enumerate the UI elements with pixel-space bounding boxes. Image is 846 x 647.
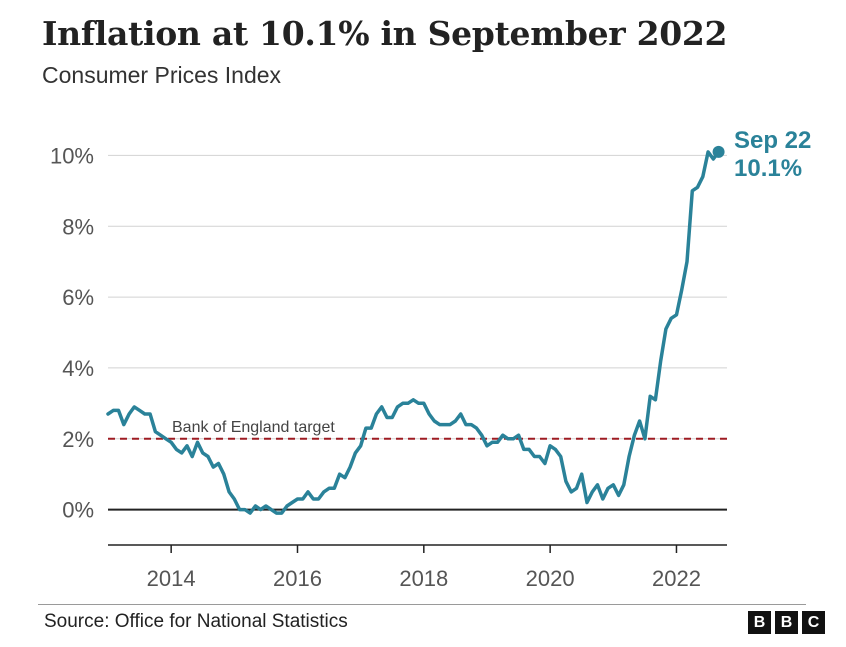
target-line-group: Bank of England target [108,419,727,440]
logo-letter-b1: B [748,611,771,634]
inflation-line-chart: 0% 2% 4% 6% 8% 10% 2014 2016 2018 2020 2022 Bank o… [50,127,811,591]
latest-value-annotation: Sep 22 10.1% [712,127,811,182]
y-tick-label: 10% [50,143,94,168]
annotation-date-label: Sep 22 [734,127,811,154]
y-tick-label: 6% [62,285,94,310]
y-tick-label: 8% [62,214,94,239]
y-tick-label: 2% [62,427,94,452]
source-note: Source: Office for National Statistics [44,611,348,632]
x-tick-label: 2014 [147,566,196,591]
y-tick-label: 0% [62,498,94,523]
latest-point [712,145,725,158]
x-tick-label: 2020 [526,566,575,591]
bbc-logo: B B C [748,611,825,634]
y-tick-label: 4% [62,356,94,381]
logo-letter-c: C [802,611,825,634]
series-group [106,150,721,515]
series-line-cpi [106,150,721,515]
x-tick-label: 2016 [273,566,322,591]
target-line-label: Bank of England target [172,419,335,436]
logo-letter-b2: B [775,611,798,634]
footer-divider [38,604,806,605]
gridlines [108,154,727,511]
x-tick-label: 2022 [652,566,701,591]
annotation-value-label: 10.1% [734,155,802,182]
chart-title: Inflation at 10.1% in September 2022 [42,14,728,53]
axes: 0% 2% 4% 6% 8% 10% 2014 2016 2018 2020 2022 [50,143,727,591]
chart-subtitle: Consumer Prices Index [42,62,282,88]
x-tick-label: 2018 [399,566,448,591]
